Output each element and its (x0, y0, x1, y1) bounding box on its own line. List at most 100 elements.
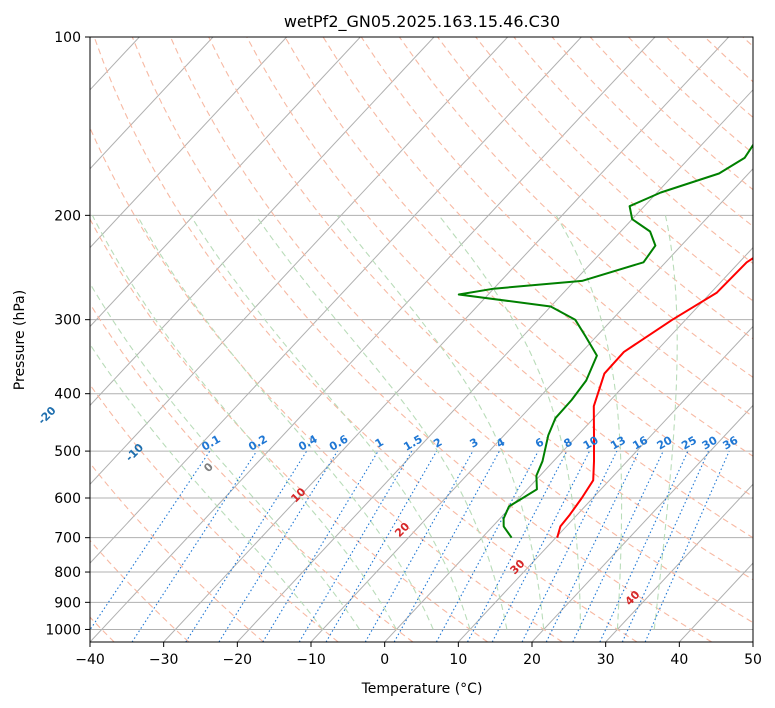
temperature-profile-line (556, 256, 753, 538)
mixing-ratio-label: 3 (468, 436, 481, 451)
moist-adiabat-line (555, 215, 623, 630)
dry-adiabat-line (131, 37, 712, 642)
isotherm-line (752, 641, 753, 642)
y-tick-label: 700 (54, 531, 81, 547)
dry-adiabat-label: -20 (35, 404, 58, 427)
y-tick-label: 900 (54, 595, 81, 611)
mixing-ratio-line (599, 450, 689, 642)
y-tick-label: 600 (54, 491, 81, 507)
mixing-ratio-line (545, 450, 640, 642)
dry-adiabat-line (322, 37, 753, 457)
mixing-ratio-label: 1 (373, 436, 386, 451)
mixing-ratio-line (393, 450, 500, 642)
dry-adiabat-line (589, 37, 753, 191)
mixing-ratio-label: 10 (581, 433, 601, 452)
mixing-ratio-label: 1.5 (401, 433, 424, 454)
isotherm-line (384, 246, 753, 642)
dry-adiabat-label: -10 (123, 441, 146, 464)
mixing-ratio-line (644, 450, 730, 642)
mixing-ratio-label: 0.6 (327, 432, 351, 453)
mixing-ratio-line (435, 450, 539, 642)
plot-frame (89, 36, 754, 643)
mixing-ratio-line (491, 450, 591, 642)
dry-adiabat-line (90, 462, 264, 642)
moist-adiabat-line (91, 215, 397, 630)
dry-adiabat-line (90, 218, 488, 642)
mixing-ratio-line (467, 450, 568, 642)
mixing-ratio-line (262, 450, 379, 642)
isotherm-line (0, 37, 66, 642)
mixing-ratio-line (218, 450, 338, 642)
mixing-ratio-line (364, 450, 474, 642)
dry-adiabat-line (704, 37, 753, 83)
moist-adiabat-line (255, 214, 508, 630)
isotherm-line (236, 89, 753, 642)
dry-adiabat-label: 0 (201, 460, 216, 475)
isotherm-line (90, 37, 288, 249)
x-tick-label: −40 (75, 652, 105, 668)
x-tick-label: −30 (149, 652, 179, 668)
y-tick-label: 1000 (45, 622, 81, 638)
mixing-ratio-label: 20 (655, 433, 675, 452)
y-tick-label: 100 (54, 30, 81, 46)
mixing-ratio-line (572, 450, 664, 642)
mixing-ratio-label: 30 (700, 433, 720, 452)
isotherm-line (678, 562, 753, 642)
x-tick-label: 30 (597, 652, 615, 668)
dry-adiabat-line (246, 37, 753, 539)
mixing-ratio-label: 2 (431, 436, 444, 451)
y-tick-label: 400 (54, 387, 81, 403)
dry-adiabat-line (169, 37, 753, 624)
x-tick-label: 0 (380, 652, 389, 668)
dry-adiabat-line (437, 37, 753, 340)
mixing-ratio-label: 0.1 (199, 433, 222, 454)
dry-adiabat-line (90, 302, 414, 642)
dry-adiabat-line (666, 37, 753, 119)
isotherm-line (90, 37, 582, 564)
moist-adiabat-line (438, 214, 582, 630)
chart-title: wetPf2_GN05.2025.163.15.46.C30 (284, 12, 560, 32)
dry-adiabat-line (551, 37, 753, 228)
mixing-ratio-label: 16 (630, 433, 650, 452)
mixing-ratio-line (621, 450, 709, 642)
y-tick-label: 300 (54, 313, 81, 329)
x-tick-label: −20 (223, 652, 253, 668)
isotherm-line (457, 325, 753, 642)
x-tick-label: −10 (296, 652, 326, 668)
isotherm-line (605, 483, 753, 642)
dry-adiabat-line (208, 37, 753, 581)
dry-adiabat-line (475, 37, 753, 302)
x-tick-label: 10 (449, 652, 467, 668)
dry-adiabat-line (90, 539, 190, 642)
dry-adiabat-line (742, 37, 753, 47)
mixing-ratio-label: 0.2 (246, 433, 269, 454)
dry-adiabat-line (90, 383, 339, 642)
dry-adiabat-line (284, 37, 753, 498)
isotherm-line (531, 404, 753, 642)
mixing-ratio-label: 4 (494, 435, 507, 450)
y-tick-label: 500 (54, 444, 81, 460)
x-tick-label: 20 (523, 652, 541, 668)
x-tick-label: 50 (744, 652, 762, 668)
x-tick-label: 40 (670, 652, 688, 668)
moist-adiabat-line (189, 215, 471, 630)
isotherm-line (90, 37, 435, 407)
moist-adiabat-line (653, 215, 678, 630)
moist-adiabat-line (90, 282, 361, 630)
y-axis-label: Pressure (hPa) (12, 290, 28, 390)
isotherm-line (90, 37, 214, 170)
mixing-ratio-label: 0.4 (296, 432, 320, 453)
y-tick-label: 800 (54, 565, 81, 581)
isotherm-line (163, 37, 730, 642)
moist-adiabat-line (90, 343, 324, 630)
moist-adiabat-line (136, 215, 434, 630)
x-axis-label: Temperature (°C) (361, 681, 483, 697)
y-tick-label: 200 (54, 208, 81, 224)
mixing-ratio-line (298, 450, 413, 642)
isotherm-line (310, 167, 753, 642)
dry-adiabat-line (90, 126, 563, 642)
mixing-ratio-line (185, 450, 308, 642)
mixing-ratio-label: 13 (608, 434, 628, 453)
isotherm-line (90, 37, 361, 328)
